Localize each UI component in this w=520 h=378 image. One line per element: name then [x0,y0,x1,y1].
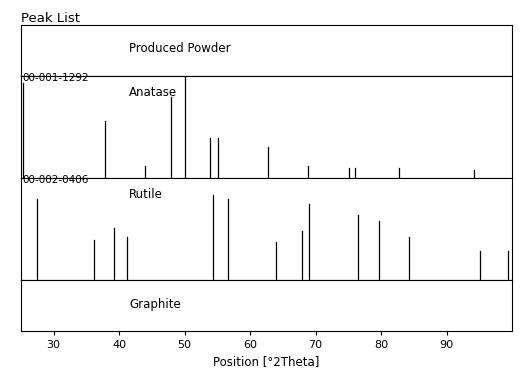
Text: Anatase: Anatase [129,86,177,99]
Text: Produced Powder: Produced Powder [129,42,230,56]
Text: Graphite: Graphite [129,297,180,311]
Text: Rutile: Rutile [129,188,163,201]
X-axis label: Position [°2Theta]: Position [°2Theta] [213,355,320,368]
Text: 00-002-0406: 00-002-0406 [22,175,88,184]
Text: Peak List: Peak List [21,12,80,25]
Text: 00-001-1292: 00-001-1292 [22,73,89,82]
